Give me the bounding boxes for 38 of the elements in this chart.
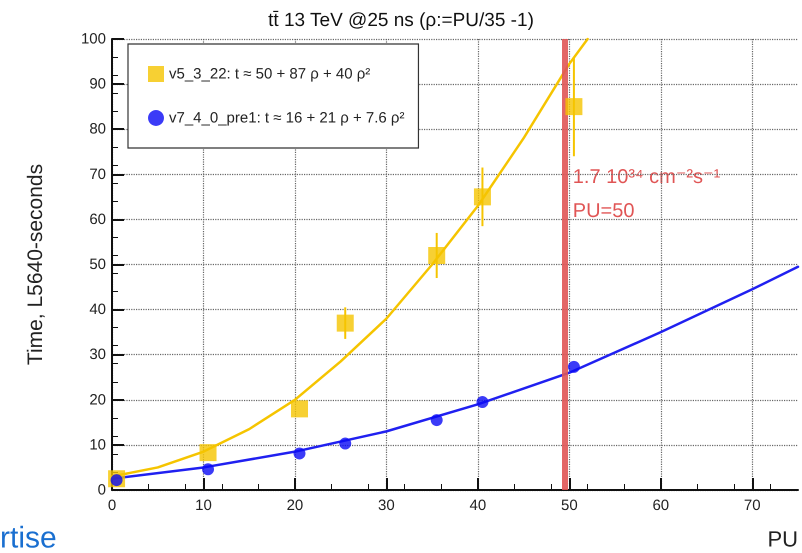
point	[568, 360, 580, 373]
point	[474, 188, 491, 206]
ref-line-label: 1.7 10³⁴ cm⁻²s⁻¹ PU=50	[572, 166, 721, 222]
x-tick-label: 40	[470, 497, 486, 514]
y-tick-label: 90	[89, 76, 106, 93]
y-tick-label: 80	[89, 120, 106, 138]
point	[428, 246, 446, 264]
point	[202, 463, 214, 476]
chart-title: tt̄ 13 TeV @25 ns (ρ:=PU/35 -1)	[268, 10, 534, 31]
point	[291, 400, 308, 418]
y-tick-label: 20	[89, 391, 106, 408]
y-tick-label: 100	[80, 30, 106, 48]
y-tick-label: 40	[89, 301, 106, 318]
y-tick-label: 60	[89, 210, 106, 228]
x-tick-label: 50	[560, 497, 578, 514]
x-tick-label: 0	[108, 497, 116, 514]
point	[294, 447, 306, 460]
point	[336, 314, 354, 332]
x-tick-label: 10	[195, 497, 212, 514]
text: rtise	[0, 522, 57, 553]
x-axis-title: PU	[767, 526, 798, 552]
y-tick-label: 70	[89, 166, 106, 183]
y-tick-label: 0	[98, 482, 106, 498]
x-tick-label: 20	[286, 497, 304, 514]
y-tick-label: 30	[89, 346, 106, 364]
point	[565, 98, 582, 116]
point	[430, 414, 443, 426]
x-tick-label: 70	[744, 497, 761, 514]
point	[476, 396, 488, 408]
y-axis-title: Time, L5640-seconds	[24, 164, 47, 366]
legend-label: v7_4_0_pre1: t ≈ 16 + 21 ρ + 7.6 ρ²	[169, 110, 404, 126]
x-tick-label: 60	[652, 497, 670, 514]
x-tick-label: 30	[378, 497, 395, 514]
legend-label: v5_3_22: t ≈ 50 + 87 ρ + 40 ρ²	[169, 66, 370, 82]
y-tick-label: 10	[89, 436, 106, 454]
y-tick-label: 50	[89, 256, 106, 273]
point	[339, 438, 352, 450]
point	[200, 444, 217, 462]
